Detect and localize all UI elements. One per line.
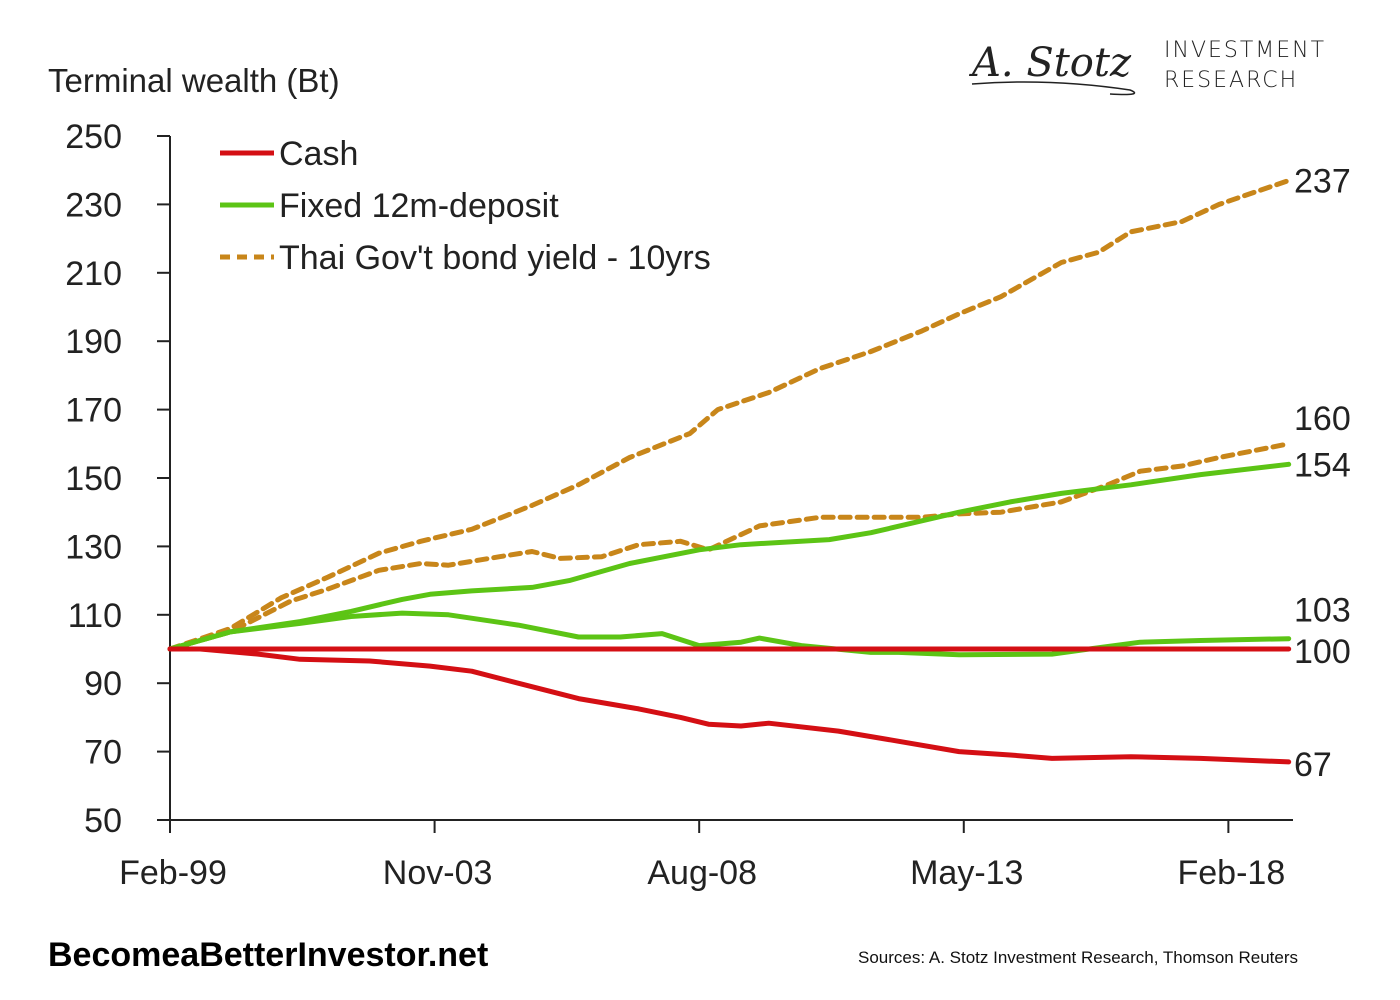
x-tick-label: Feb-99 (119, 854, 227, 892)
y-tick-label: 210 (65, 255, 122, 293)
logo-line-1: INVESTMENT (1164, 38, 1327, 63)
series-line (167, 178, 1292, 652)
series-line (167, 610, 1292, 658)
x-tick-label: May-13 (910, 854, 1023, 892)
end-value-label: 237 (1294, 162, 1351, 200)
end-value-label: 103 (1294, 592, 1351, 630)
sources-note: Sources: A. Stotz Investment Research, T… (858, 948, 1298, 967)
y-tick-label: 50 (84, 802, 122, 840)
y-tick-label: 230 (65, 186, 122, 224)
signature-logo: A. Stotz (968, 40, 1136, 96)
x-tick-label: Feb-18 (1178, 854, 1286, 892)
series-line (167, 646, 1292, 765)
website-link[interactable]: BecomeaBetterInvestor.net (48, 936, 489, 974)
y-axis-title: Terminal wealth (Bt) (48, 62, 340, 99)
legend-label: Fixed 12m-deposit (279, 187, 559, 225)
y-tick-label: 190 (65, 323, 122, 361)
x-tick-label: Aug-08 (647, 854, 757, 892)
logo-line-2: RESEARCH (1164, 68, 1299, 93)
y-tick-label: 130 (65, 528, 122, 566)
legend-label: Cash (279, 135, 358, 173)
x-tick-label: Nov-03 (383, 854, 493, 892)
y-tick-label: 250 (65, 118, 122, 156)
y-tick-label: 110 (68, 597, 122, 635)
logo-text: INVESTMENT RESEARCH (1164, 36, 1326, 96)
y-tick-label: 90 (84, 665, 122, 703)
end-value-label: 160 (1294, 400, 1351, 438)
end-value-label: 154 (1294, 446, 1351, 484)
end-value-label: 67 (1294, 746, 1332, 784)
y-tick-label: 170 (65, 392, 122, 430)
end-value-label: 100 (1294, 633, 1351, 671)
y-tick-label: 150 (65, 460, 122, 498)
signature-text: A. Stotz (968, 40, 1132, 86)
y-tick-label: 70 (84, 734, 122, 772)
legend-label: Thai Gov't bond yield - 10yrs (279, 239, 711, 277)
series-line (167, 461, 1292, 652)
